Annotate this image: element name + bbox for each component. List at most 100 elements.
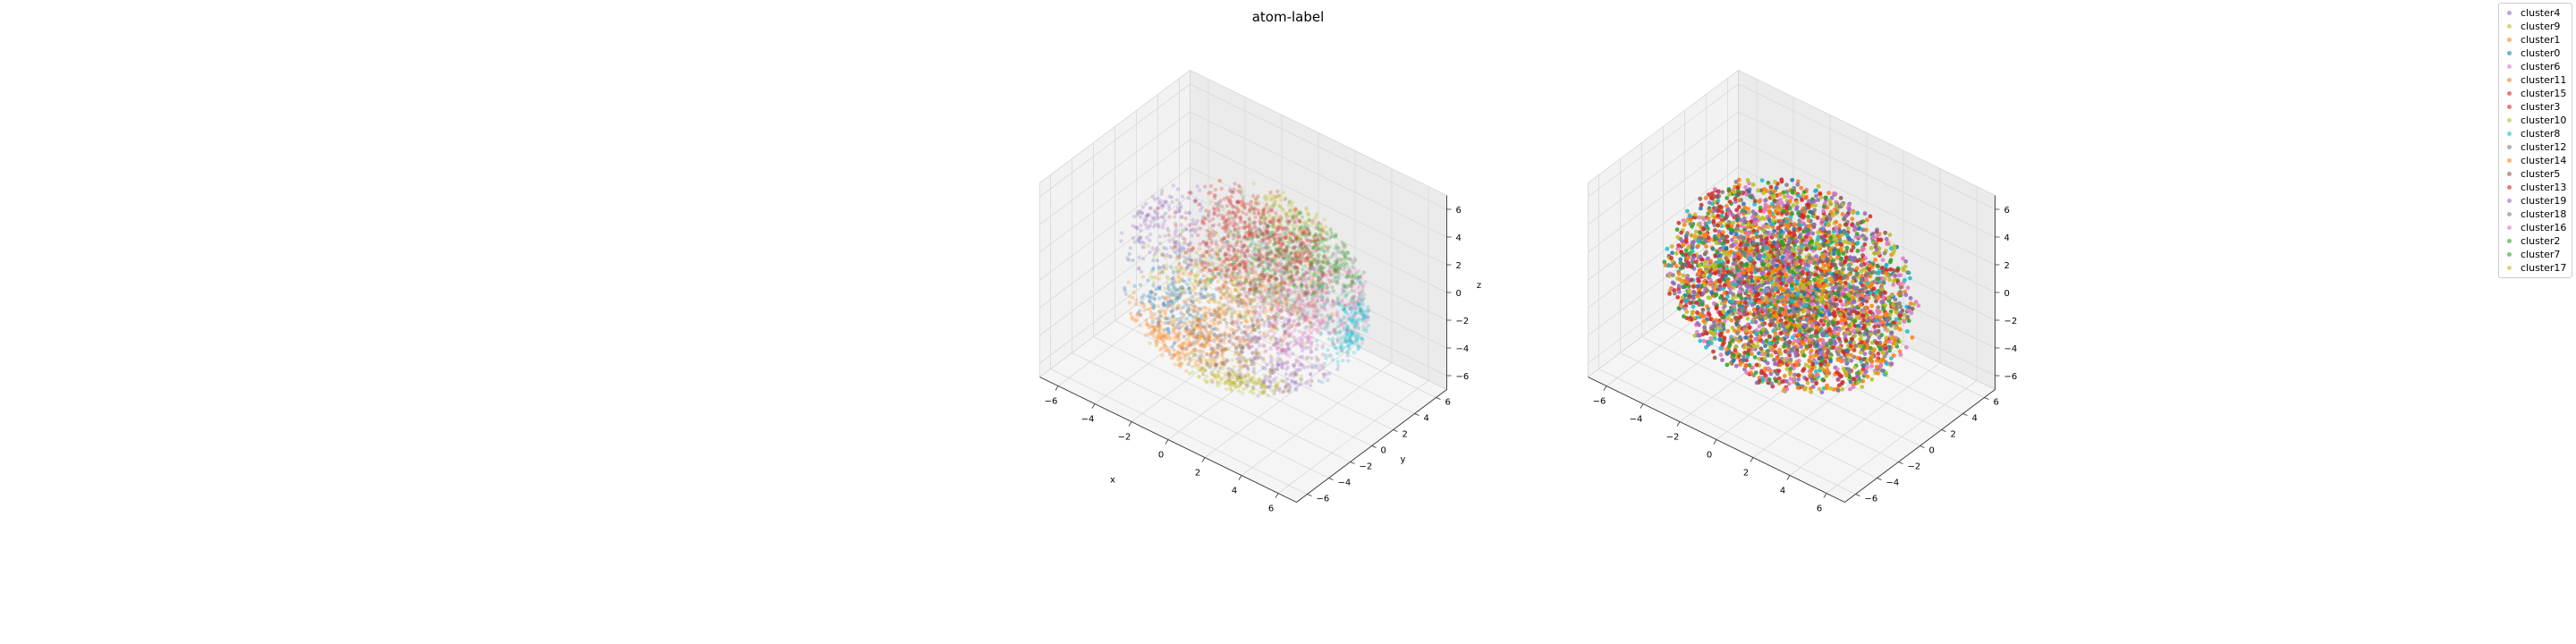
- scatter-point: [1247, 208, 1251, 213]
- scatter-point: [1274, 291, 1278, 296]
- scatter-point: [1356, 298, 1361, 303]
- scatter-point: [1360, 337, 1365, 342]
- scatter-point: [1275, 227, 1280, 232]
- scatter-point: [1225, 230, 1230, 234]
- scatter-point: [1152, 216, 1157, 221]
- scatter-point: [1292, 343, 1296, 348]
- scatter-point: [1750, 182, 1756, 187]
- scatter-point: [1795, 182, 1801, 187]
- scatter-point: [1345, 353, 1350, 359]
- scatter-point: [1145, 235, 1149, 240]
- scatter-point: [1344, 340, 1349, 344]
- scatter-point: [1261, 343, 1266, 347]
- scatter-point: [1251, 182, 1256, 186]
- scatter-point: [1205, 250, 1209, 254]
- scatter-point: [1235, 256, 1240, 260]
- scatter-point: [1829, 209, 1834, 215]
- scatter-point: [1272, 233, 1276, 237]
- scatter-point: [1265, 385, 1269, 389]
- scatter-point: [1284, 249, 1288, 253]
- scatter-point: [1238, 208, 1243, 213]
- scatter-point: [1271, 195, 1275, 200]
- scatter-point: [1176, 274, 1182, 278]
- scatter-point: [1213, 359, 1217, 363]
- scatter-point: [1278, 390, 1284, 394]
- scatter-point: [1298, 251, 1303, 256]
- x-axis-label: x: [1110, 476, 1115, 486]
- scatter-point: [1182, 312, 1186, 318]
- scatter-point: [1284, 307, 1290, 311]
- scatter-point: [1792, 185, 1797, 191]
- scatter-point: [1267, 208, 1273, 213]
- scatter-point: [1708, 195, 1714, 200]
- scatter-point: [1307, 232, 1311, 236]
- gridline: [1190, 194, 1447, 321]
- scatter-point: [1243, 358, 1249, 362]
- scatter-point: [1292, 302, 1296, 308]
- scatter-point: [1157, 234, 1163, 239]
- scatter-point: [1345, 350, 1350, 354]
- scatter-point: [1148, 238, 1152, 242]
- scatter-point: [1238, 343, 1242, 349]
- scatter-point: [1238, 283, 1243, 288]
- scatter-point: [1295, 284, 1300, 290]
- scatter-point: [1285, 385, 1290, 390]
- scatter-point: [1223, 361, 1227, 367]
- scatter-point: [1284, 212, 1289, 216]
- scatter-point: [1242, 265, 1247, 269]
- scatter-point: [1140, 295, 1144, 300]
- scatter-point: [1277, 204, 1282, 208]
- scatter-point: [1311, 322, 1317, 326]
- scatter-point: [1282, 264, 1287, 268]
- scatter-point: [1278, 220, 1283, 225]
- scatter-point: [1685, 208, 1690, 214]
- scatter-point: [1248, 298, 1253, 303]
- scatter-point: [1167, 215, 1172, 219]
- scatter-point: [1217, 179, 1223, 183]
- scatter-point: [1205, 275, 1209, 280]
- scatter-point: [1301, 274, 1306, 278]
- scatter-point: [1286, 228, 1292, 233]
- scatter-point: [1257, 284, 1262, 288]
- scatter-point: [1187, 319, 1191, 325]
- scatter-point: [1278, 282, 1284, 286]
- scatter-point: [1144, 217, 1148, 223]
- scatter-point: [1292, 255, 1298, 260]
- x-tick-mark: [1128, 421, 1132, 427]
- scatter-point: [1328, 235, 1334, 240]
- scatter-point: [1123, 292, 1129, 297]
- scatter-point: [1232, 365, 1237, 369]
- scatter-point: [1280, 366, 1284, 370]
- x-tick-mark: [1750, 457, 1754, 462]
- scatter-point: [1204, 242, 1209, 246]
- scatter-point: [1296, 360, 1301, 364]
- scatter-point: [1314, 338, 1319, 343]
- scatter-point: [1188, 228, 1193, 233]
- scatter-point: [1177, 320, 1182, 325]
- scatter-point: [1304, 381, 1309, 386]
- scatter-point: [1356, 278, 1361, 283]
- y-tick-label: 4: [1424, 414, 1429, 424]
- scatter-point: [1146, 307, 1151, 311]
- scatter-point: [1265, 250, 1269, 254]
- scatter-point: [1177, 279, 1182, 284]
- scatter-point: [1300, 225, 1304, 229]
- scatter-point: [1200, 366, 1205, 370]
- gridline: [1072, 352, 1329, 479]
- scatter-point: [1345, 251, 1351, 256]
- scatter-point: [1189, 191, 1194, 196]
- scatter-point: [1171, 275, 1175, 280]
- scatter-point: [1154, 276, 1158, 281]
- scatter-point: [1224, 308, 1228, 312]
- scatter-point: [1306, 336, 1310, 341]
- scatter-point: [1189, 270, 1194, 275]
- scatter-point: [1215, 231, 1219, 236]
- scatter-point: [1157, 223, 1161, 227]
- scatter-point: [1241, 194, 1245, 199]
- scatter-point: [1250, 206, 1256, 210]
- scatter-point: [1171, 183, 1176, 188]
- gridline: [1039, 111, 1191, 225]
- scatter-point: [1325, 298, 1329, 302]
- scatter-point: [1318, 309, 1322, 313]
- scatter-point: [1773, 180, 1777, 184]
